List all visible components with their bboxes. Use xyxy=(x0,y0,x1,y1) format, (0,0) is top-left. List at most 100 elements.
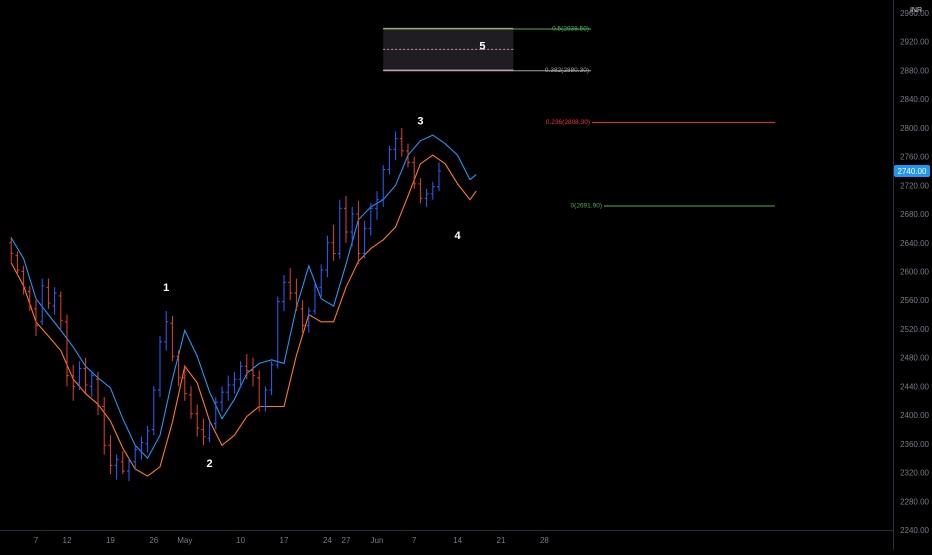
wave-label: 3 xyxy=(417,115,423,127)
candle-down xyxy=(288,267,293,301)
candle-down xyxy=(46,278,51,309)
price-axis-label: 2760.00 xyxy=(900,153,929,162)
fib-level-label: 0.382(2880.30) xyxy=(545,67,589,74)
candle-up xyxy=(319,264,324,297)
candle-down xyxy=(21,265,26,295)
price-axis-label: 2280.00 xyxy=(900,497,929,506)
price-axis-label: 2400.00 xyxy=(900,411,929,420)
candle-down xyxy=(201,418,206,446)
candle-up xyxy=(282,275,286,311)
time-axis-label: 19 xyxy=(106,536,115,545)
candle-down xyxy=(182,364,187,401)
candle-down xyxy=(195,404,200,437)
lower-band-line xyxy=(10,154,477,477)
candle-down xyxy=(170,316,175,362)
candle-down xyxy=(102,397,107,455)
candle-up xyxy=(424,188,429,207)
wave-label: 1 xyxy=(163,282,169,294)
candle-down xyxy=(251,357,255,387)
candle-up xyxy=(263,386,268,412)
candle-up xyxy=(164,310,169,351)
time-axis-label: 7 xyxy=(412,536,417,545)
candle-up xyxy=(387,145,392,175)
candle-up xyxy=(381,165,386,207)
price-axis-label: 2600.00 xyxy=(900,268,929,277)
candle-down xyxy=(58,291,63,329)
candle-up xyxy=(158,336,162,398)
price-axis-label: 2840.00 xyxy=(900,95,929,104)
price-axis-label: 2520.00 xyxy=(900,325,929,334)
current-price-tag xyxy=(894,164,930,177)
time-axis-label: 7 xyxy=(34,536,39,545)
candle-up xyxy=(393,131,398,161)
fib-level-label: 0(2691.90) xyxy=(571,203,602,210)
price-axis-label: 2680.00 xyxy=(900,210,929,219)
candle-down xyxy=(244,354,249,380)
candle-up xyxy=(145,425,150,453)
candle-down xyxy=(399,127,404,157)
candle-up xyxy=(350,206,355,247)
wave-label: 2 xyxy=(207,458,213,470)
fib-level-label: 0.236(2808.30) xyxy=(546,119,590,126)
candle-up xyxy=(430,181,435,200)
time-axis-label: May xyxy=(177,536,192,545)
price-axis-label: 2480.00 xyxy=(900,354,929,363)
candle-down xyxy=(189,386,193,419)
price-axis-label: 2440.00 xyxy=(900,382,929,391)
candle-up xyxy=(220,386,224,412)
time-axis-label: 28 xyxy=(540,536,549,545)
candle-down xyxy=(27,285,32,311)
price-axis-label: 2360.00 xyxy=(900,440,929,449)
price-axis-label: 2720.00 xyxy=(900,181,929,190)
fib-level-label: 0.5(2938.50) xyxy=(552,25,589,32)
candle-down xyxy=(108,435,113,474)
price-axis-label: 2560.00 xyxy=(900,296,929,305)
candle-up xyxy=(89,370,94,398)
candle-up xyxy=(368,203,373,236)
candle-up xyxy=(269,361,274,396)
currency-label: INR xyxy=(910,7,922,14)
price-axis-label: 2640.00 xyxy=(900,239,929,248)
candle-up xyxy=(207,420,212,443)
candle-down xyxy=(418,178,423,204)
time-axis-label: Jun xyxy=(371,536,384,545)
candle-up xyxy=(127,458,131,482)
candle-down xyxy=(294,278,299,311)
time-axis-label: 14 xyxy=(453,536,462,545)
time-axis-label: 27 xyxy=(342,536,351,545)
time-axis-label: 24 xyxy=(323,536,332,545)
candle-down xyxy=(257,370,262,412)
candle-up xyxy=(238,361,243,388)
current-price-label: 2740.00 xyxy=(898,167,927,176)
candle-up xyxy=(362,221,367,259)
candle-up xyxy=(232,372,237,394)
candle-up xyxy=(226,375,231,401)
price-axis-label: 2880.00 xyxy=(900,66,929,75)
candle-up xyxy=(275,296,280,369)
price-axis-label: 2960.00 xyxy=(900,9,929,18)
time-axis-label: 12 xyxy=(63,536,72,545)
candle-down xyxy=(176,350,181,387)
candle-up xyxy=(133,445,138,469)
candle-down xyxy=(412,156,417,189)
candle-up xyxy=(313,282,317,315)
price-axis-label: 2320.00 xyxy=(900,469,929,478)
candle-up xyxy=(151,386,156,436)
time-axis-label: 26 xyxy=(149,536,158,545)
candle-down xyxy=(331,224,336,261)
candle-up xyxy=(213,397,218,430)
price-axis-label: 2800.00 xyxy=(900,124,929,133)
time-axis-label: 17 xyxy=(280,536,289,545)
time-axis-label: 10 xyxy=(236,536,245,545)
candle-down xyxy=(344,196,348,243)
time-axis-label: 21 xyxy=(497,536,506,545)
candle-down xyxy=(15,251,20,276)
candle-down xyxy=(406,143,410,168)
candle-down xyxy=(71,364,76,401)
price-axis-label: 2920.00 xyxy=(900,38,929,47)
candle-up xyxy=(77,361,82,390)
candle-up xyxy=(437,162,441,192)
candle-down xyxy=(120,451,125,474)
